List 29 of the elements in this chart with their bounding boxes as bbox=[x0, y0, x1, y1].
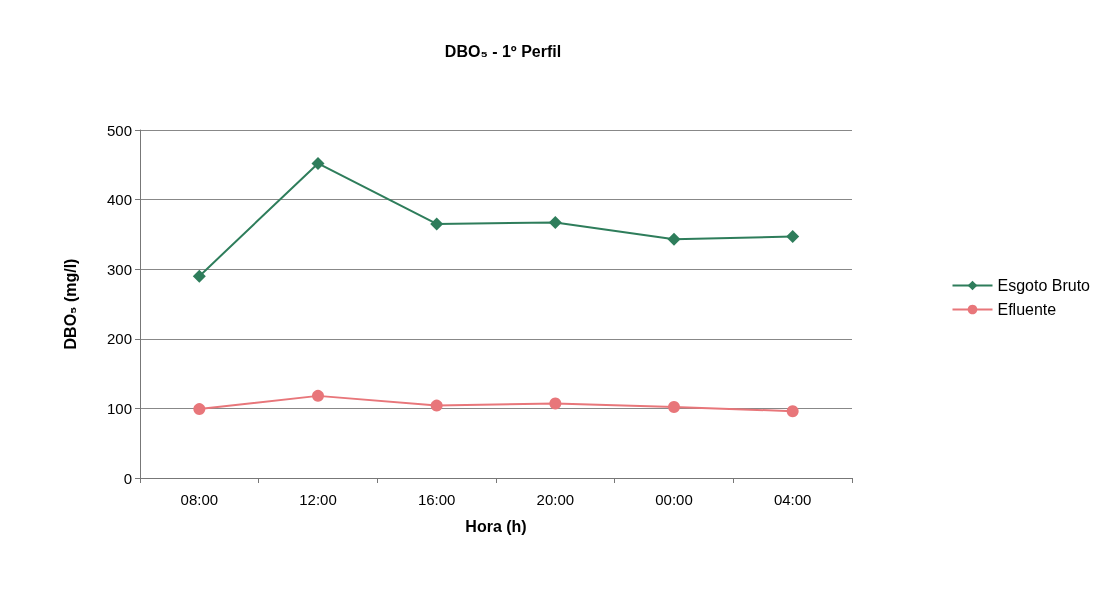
legend-label: Esgoto Bruto bbox=[997, 277, 1091, 294]
x-tick-label: 20:00 bbox=[536, 491, 575, 508]
point bbox=[667, 232, 681, 246]
legend-label: Efluente bbox=[997, 301, 1057, 318]
chart-title: DBO₅ - 1º Perfil bbox=[444, 42, 562, 60]
point bbox=[430, 399, 443, 412]
y-tick-label: 0 bbox=[123, 469, 132, 487]
point bbox=[193, 403, 206, 416]
x-axis-title: Hora (h) bbox=[465, 517, 527, 535]
x-tick-label: 00:00 bbox=[655, 491, 693, 508]
point bbox=[548, 216, 562, 230]
y-axis-title: DBO₅ (mg/l) bbox=[61, 258, 79, 350]
y-tick-label: 500 bbox=[106, 121, 132, 139]
y-tick-label: 200 bbox=[106, 330, 132, 348]
point bbox=[192, 269, 206, 283]
point bbox=[549, 397, 562, 410]
y-tick-label: 400 bbox=[106, 191, 132, 209]
x-tick-label: 04:00 bbox=[773, 491, 812, 508]
x-tick-label: 16:00 bbox=[417, 491, 456, 508]
point bbox=[668, 401, 680, 413]
y-tick-label: 100 bbox=[106, 399, 132, 417]
y-tick-label: 300 bbox=[106, 260, 132, 278]
point bbox=[786, 405, 799, 418]
x-tick-label: 12:00 bbox=[299, 491, 337, 508]
point bbox=[786, 229, 800, 243]
x-tick-label: 08:00 bbox=[180, 491, 219, 508]
point bbox=[311, 156, 325, 170]
point bbox=[312, 389, 324, 402]
point bbox=[430, 217, 444, 231]
